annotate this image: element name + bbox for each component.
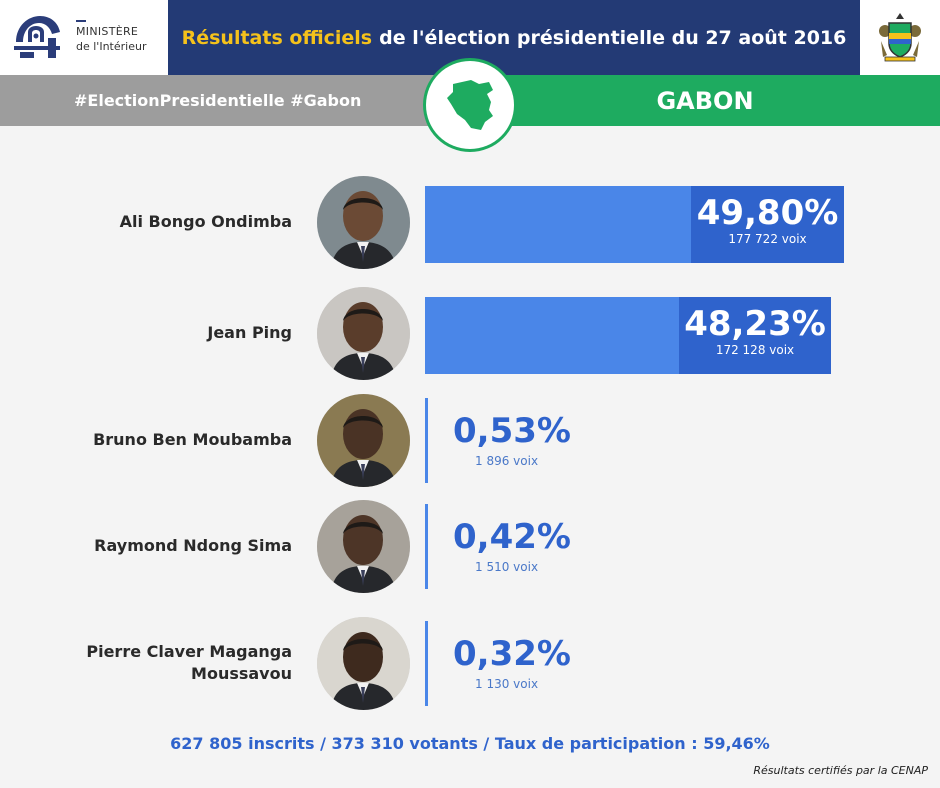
result-bar: 48,23% 172 128 voix [425,297,831,374]
result-votes: 1 510 voix [475,560,539,574]
result-bar [425,621,428,706]
result-percent: 48,23% [684,304,826,344]
certification-note: Résultats certifiés par la CENAP [753,764,928,777]
ministry-name-line2: de l'Intérieur [76,40,147,53]
result-bar: 49,80% 177 722 voix [425,186,844,263]
result-bar-label-box: 49,80% 177 722 voix [691,186,844,263]
ministry-block: MINISTÈRE de l'Intérieur [0,0,168,75]
country-name: GABON [656,86,754,115]
coat-of-arms-icon [879,13,921,62]
result-bar [425,504,428,589]
result-bar-label-box: 48,23% 172 128 voix [679,297,831,374]
result-percent: 0,42% [453,517,571,557]
result-votes: 172 128 voix [715,343,795,357]
gabon-map-badge [423,58,517,152]
country-band: GABON [470,75,940,126]
result-votes: 177 722 voix [728,232,807,246]
candidate-avatar [317,500,410,593]
result-percent: 0,53% [453,411,571,451]
title-rest: de l'élection présidentielle du 27 août … [379,26,847,49]
ministry-logo-icon [10,12,66,62]
candidate-name: Pierre Claver Maganga Moussavou [86,642,292,683]
result-bar [425,398,428,483]
candidate-avatar [317,287,410,380]
hashtag-band: #ElectionPresidentielle #Gabon [0,75,470,126]
emblem-block [860,0,940,75]
candidate-avatar [317,394,410,487]
result-votes: 1 896 voix [475,454,539,468]
title-highlight: Résultats officiels [181,26,373,49]
ministry-accent-bar [76,20,86,22]
candidate-name: Raymond Ndong Sima [94,536,292,555]
participation-stats: 627 805 inscrits / 373 310 votants / Tau… [170,734,770,753]
result-votes: 1 130 voix [475,677,539,691]
candidate-avatar [317,617,410,710]
top-header: MINISTÈRE de l'Intérieur Résultats offic… [0,0,940,75]
ministry-name-line1: MINISTÈRE [76,25,139,38]
candidate-avatar [317,176,410,269]
result-percent: 0,32% [453,634,571,674]
result-percent: 49,80% [696,193,839,233]
hashtags-text: #ElectionPresidentielle #Gabon [74,91,362,110]
page-title: Résultats officiels de l'élection présid… [168,0,860,75]
candidate-name: Jean Ping [207,323,292,342]
candidate-name: Ali Bongo Ondimba [119,212,292,231]
candidate-name: Bruno Ben Moubamba [93,430,292,449]
gabon-map-icon [426,61,514,149]
